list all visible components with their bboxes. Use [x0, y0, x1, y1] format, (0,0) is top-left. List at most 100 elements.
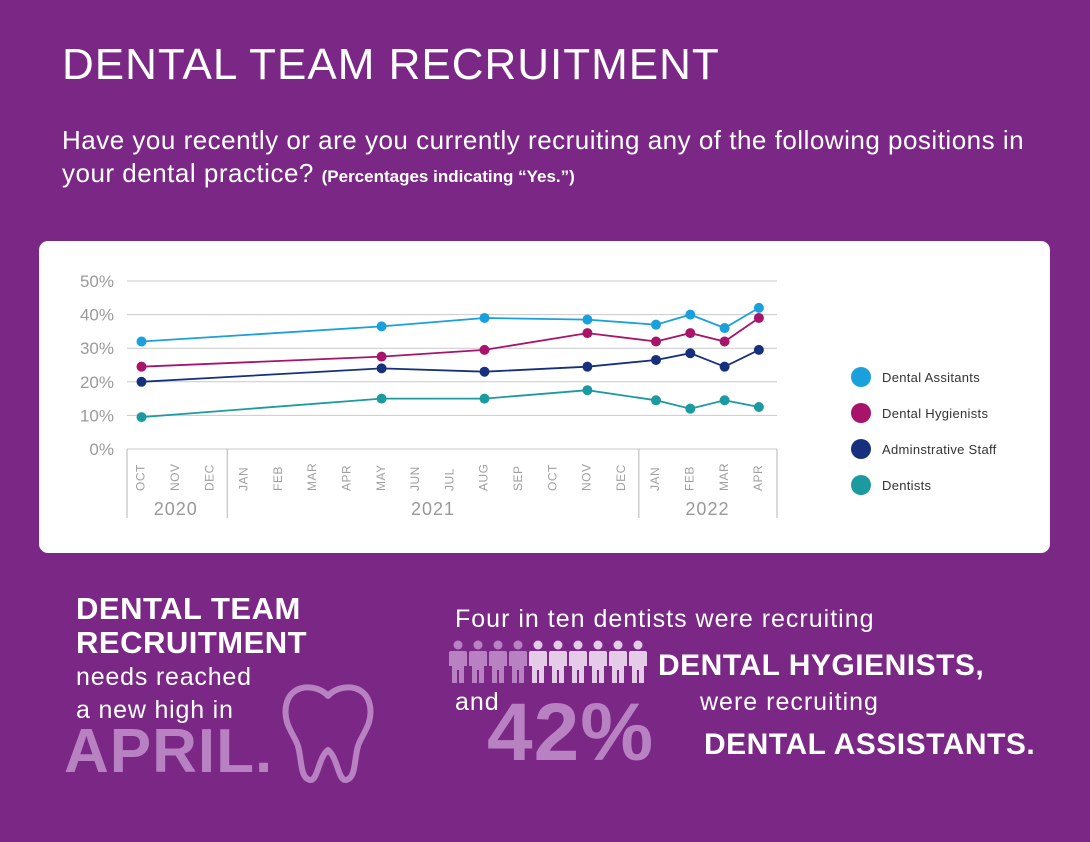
data-point: [136, 336, 147, 347]
x-tick-label: APR: [751, 465, 765, 491]
legend-label: Adminstrative Staff: [882, 441, 997, 457]
person-icon: [589, 640, 607, 683]
x-tick-label: MAR: [717, 463, 731, 491]
data-point: [376, 321, 387, 332]
data-point: [753, 302, 764, 313]
stat-hygienists: DENTAL HYGIENISTS,: [658, 649, 985, 682]
year-label: 2021: [411, 499, 455, 519]
legend-label: Dental Assitants: [882, 369, 981, 385]
person-icon: [629, 640, 647, 683]
data-point: [651, 395, 661, 406]
x-tick-label: JUL: [442, 468, 456, 491]
y-tick-label: 0%: [89, 440, 114, 459]
y-tick-label: 20%: [80, 373, 114, 392]
x-tick-label: JUN: [408, 466, 422, 491]
data-point: [479, 366, 490, 377]
x-tick-label: DEC: [202, 464, 216, 491]
callout-sub-2: a new high in: [76, 696, 234, 724]
data-point: [582, 328, 593, 339]
stat-assistants: DENTAL ASSISTANTS.: [704, 728, 1036, 761]
data-point: [719, 395, 730, 406]
data-point: [582, 361, 593, 372]
data-point: [719, 323, 730, 334]
callout-sub-1: needs reached: [76, 663, 252, 691]
x-tick-label: FEB: [682, 466, 696, 491]
person-icon: [509, 640, 527, 683]
stat-line-1: Four in ten dentists were recruiting: [455, 605, 875, 633]
chart-legend: Dental Assitants Dental Hygienists Adminst…: [851, 359, 1041, 503]
data-point: [719, 361, 730, 372]
legend-item: Adminstrative Staff: [851, 431, 1041, 467]
x-tick-label: NOV: [168, 463, 182, 491]
data-point: [582, 385, 593, 396]
stat-percent: 42%: [487, 687, 655, 778]
data-point: [651, 319, 661, 330]
stat-and: and: [455, 688, 500, 716]
data-point: [136, 376, 147, 387]
x-tick-label: OCT: [134, 464, 148, 491]
data-point: [685, 403, 696, 414]
data-point: [479, 393, 490, 404]
legend-swatch: [851, 439, 871, 459]
legend-swatch: [851, 475, 871, 495]
year-label: 2022: [685, 499, 729, 519]
y-tick-label: 10%: [80, 406, 114, 425]
x-tick-label: JAN: [648, 467, 662, 491]
person-icon: [529, 640, 547, 683]
x-tick-label: NOV: [580, 463, 594, 491]
x-tick-label: OCT: [545, 464, 559, 491]
data-point: [651, 354, 661, 365]
y-tick-label: 40%: [80, 306, 114, 325]
chart-card: 50% 40% 30% 20% 10% 0% OCT NOV DEC JAN FEB MAR APR MA…: [39, 241, 1050, 553]
legend-item: Dental Assitants: [851, 359, 1041, 395]
data-point: [376, 393, 387, 404]
page-title: DENTAL TEAM RECRUITMENT: [62, 40, 720, 89]
year-label: 2020: [154, 499, 198, 519]
person-icon: [609, 640, 627, 683]
person-icon: [449, 640, 467, 683]
tooth-icon: [282, 684, 374, 783]
question-text: Have you recently or are you currently r…: [62, 125, 1025, 188]
data-point: [479, 344, 490, 355]
series-line: [141, 307, 760, 343]
x-tick-label: APR: [339, 465, 353, 491]
x-tick-label: AUG: [477, 463, 491, 491]
x-tick-label: DEC: [614, 464, 628, 491]
data-point: [685, 328, 696, 339]
people-pictogram: [449, 640, 647, 684]
person-icon: [569, 640, 587, 683]
data-point: [136, 361, 147, 372]
legend-label: Dental Hygienists: [882, 405, 989, 421]
callout-heading-2: RECRUITMENT: [76, 625, 308, 660]
line-chart: 50% 40% 30% 20% 10% 0% OCT NOV DEC JAN FEB MAR APR MA…: [80, 272, 778, 519]
series-line: [141, 389, 760, 418]
legend-label: Dentists: [882, 477, 932, 493]
legend-item: Dental Hygienists: [851, 395, 1041, 431]
callout-heading-1: DENTAL TEAM: [76, 591, 301, 626]
data-point: [136, 412, 147, 423]
data-point: [376, 351, 387, 362]
stat-were: were recruiting: [700, 688, 879, 716]
person-icon: [549, 640, 567, 683]
recruitment-callout: DENTAL TEAM RECRUITMENT needs reached a …: [64, 591, 406, 784]
x-tick-label: JAN: [237, 467, 251, 491]
person-icon: [489, 640, 507, 683]
data-point: [753, 344, 764, 355]
survey-question: Have you recently or are you currently r…: [62, 124, 1042, 193]
question-note: (Percentages indicating “Yes.”): [321, 167, 575, 186]
x-tick-label: MAR: [305, 463, 319, 491]
data-point: [753, 402, 764, 412]
x-tick-label: MAY: [374, 464, 388, 491]
data-point: [685, 309, 696, 320]
data-point: [582, 314, 593, 325]
person-icon: [469, 640, 487, 683]
data-point: [753, 312, 764, 323]
series-line: [141, 349, 760, 383]
legend-swatch: [851, 367, 871, 387]
data-point: [376, 363, 387, 374]
x-tick-label: FEB: [271, 466, 285, 491]
series-line: [141, 317, 760, 368]
data-point: [719, 336, 730, 347]
data-point: [651, 336, 661, 347]
y-tick-label: 30%: [80, 339, 114, 358]
